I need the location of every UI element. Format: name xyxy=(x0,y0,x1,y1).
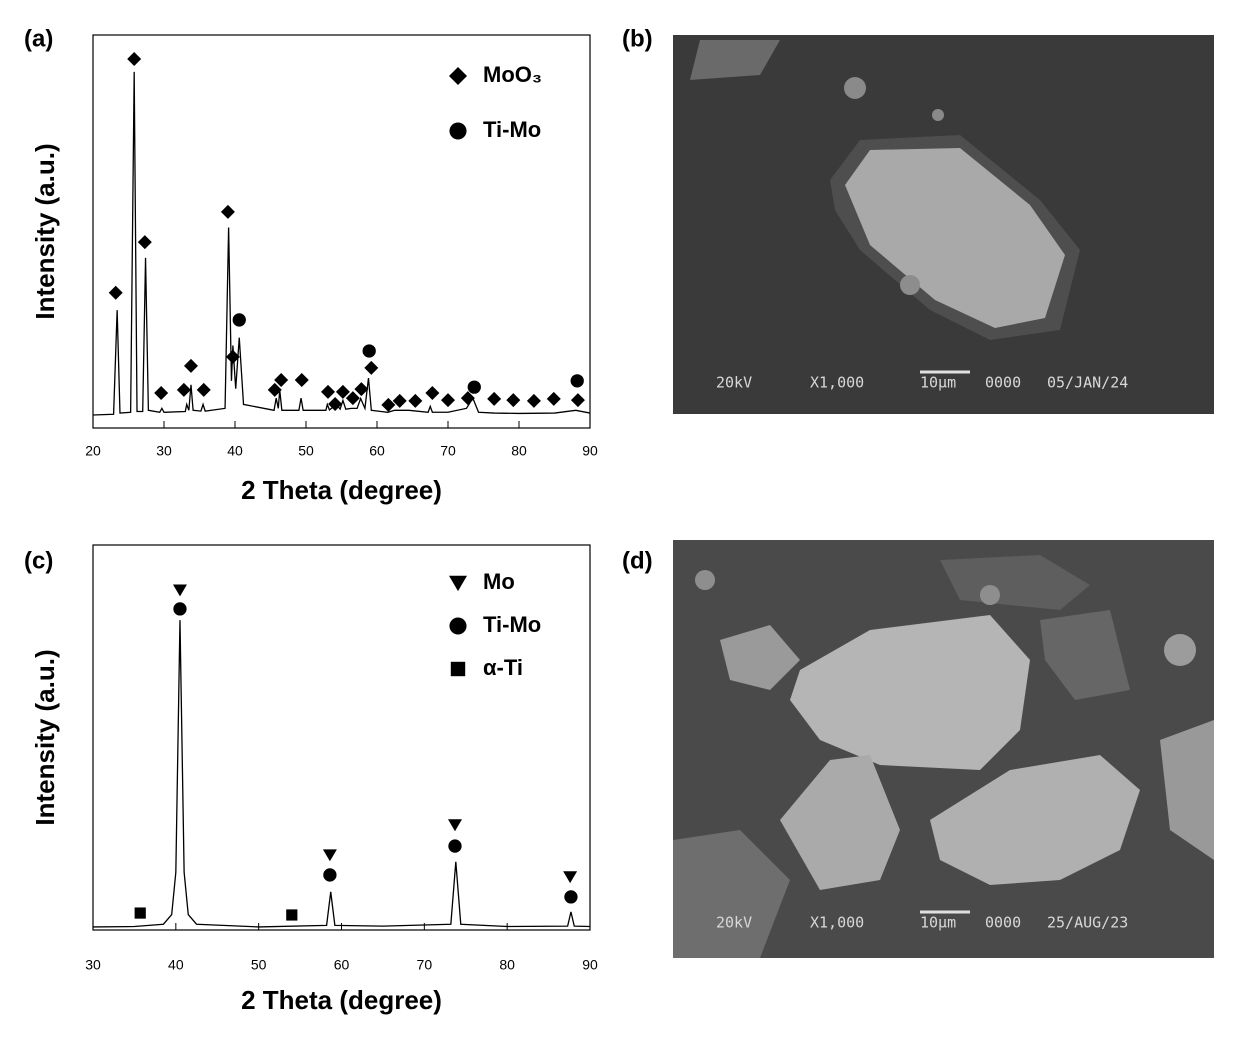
x-axis-title: 2 Theta (degree) xyxy=(241,475,442,505)
marker xyxy=(172,584,187,597)
x-tick-label: 60 xyxy=(334,957,350,973)
legend-label: Ti-Mo xyxy=(483,117,541,142)
marker xyxy=(570,374,584,388)
legend-label: MoO₃ xyxy=(483,62,542,87)
marker xyxy=(408,393,423,408)
sem-magnification: X1,000 xyxy=(810,914,864,932)
marker xyxy=(108,285,123,300)
marker xyxy=(447,819,462,832)
sem-date: 05/JAN/24 xyxy=(1047,374,1128,392)
marker xyxy=(225,349,240,364)
x-axis-title: 2 Theta (degree) xyxy=(241,985,442,1015)
marker xyxy=(176,382,191,397)
marker xyxy=(441,393,455,408)
sem-scale: 10μm xyxy=(920,914,956,932)
marker xyxy=(294,373,309,388)
plot-frame xyxy=(92,34,591,429)
x-tick-label: 40 xyxy=(227,443,243,459)
x-tick-label: 70 xyxy=(440,443,456,459)
xrd-curve xyxy=(92,620,591,928)
panel-label: (c) xyxy=(24,547,53,574)
marker xyxy=(392,393,407,408)
x-tick-label: 80 xyxy=(511,443,527,459)
legend-symbol xyxy=(449,122,467,140)
marker xyxy=(364,360,379,375)
marker xyxy=(321,384,336,399)
marker xyxy=(154,386,169,401)
marker xyxy=(460,391,475,406)
x-tick-label: 30 xyxy=(156,443,172,459)
marker xyxy=(467,380,481,394)
marker xyxy=(487,391,502,406)
sem-image: 20kV X1,000 10μm 0000 25/AUG/23 xyxy=(673,540,1214,958)
marker xyxy=(127,51,142,66)
x-tick-label: 50 xyxy=(251,957,267,973)
x-tick-label: 20 xyxy=(85,443,101,459)
x-tick-label: 30 xyxy=(85,957,101,973)
marker xyxy=(323,868,337,882)
plot-frame xyxy=(92,544,591,931)
marker xyxy=(232,313,246,327)
legend-label: Mo xyxy=(483,569,515,594)
marker xyxy=(335,384,350,399)
marker xyxy=(563,871,578,884)
x-tick-label: 70 xyxy=(417,957,433,973)
x-tick-label: 50 xyxy=(298,443,314,459)
marker xyxy=(173,602,187,616)
sem-id: 0000 xyxy=(985,914,1021,932)
marker xyxy=(546,391,561,406)
legend-symbol xyxy=(449,575,467,592)
y-axis-title: Intensity (a.u.) xyxy=(30,143,60,319)
marker xyxy=(328,397,343,412)
xrd-curve xyxy=(92,71,591,416)
marker xyxy=(526,393,541,408)
marker xyxy=(137,235,152,250)
legend-symbol xyxy=(449,617,467,635)
marker xyxy=(286,909,298,921)
marker xyxy=(564,890,578,904)
panel-label: (d) xyxy=(622,547,653,574)
legend-symbol xyxy=(449,67,467,85)
legend-label: α-Ti xyxy=(483,655,523,680)
sem-scale: 10μm xyxy=(920,374,956,392)
marker xyxy=(220,204,235,219)
x-tick-label: 40 xyxy=(168,957,184,973)
marker xyxy=(570,393,585,408)
marker xyxy=(506,393,521,408)
marker xyxy=(345,391,360,406)
marker xyxy=(134,907,146,919)
panel-label: (b) xyxy=(622,25,653,52)
sem-image: 20kV X1,000 10μm 0000 05/JAN/24 xyxy=(673,35,1214,414)
panel-label: (a) xyxy=(24,25,53,52)
marker xyxy=(183,358,198,373)
marker xyxy=(425,386,440,401)
marker xyxy=(448,839,462,853)
sem-date: 25/AUG/23 xyxy=(1047,914,1128,932)
sem-id: 0000 xyxy=(985,374,1021,392)
x-tick-label: 90 xyxy=(582,957,598,973)
x-tick-label: 90 xyxy=(582,443,598,459)
sem-magnification: X1,000 xyxy=(810,374,864,392)
marker xyxy=(267,382,282,397)
marker xyxy=(274,373,289,388)
marker xyxy=(354,382,369,397)
marker xyxy=(196,382,211,397)
x-tick-label: 60 xyxy=(369,443,385,459)
sem-voltage: 20kV xyxy=(716,914,752,932)
marker xyxy=(362,344,376,358)
marker xyxy=(322,849,337,862)
sem-voltage: 20kV xyxy=(716,374,752,392)
legend-symbol xyxy=(450,661,466,677)
x-tick-label: 80 xyxy=(499,957,515,973)
y-axis-title: Intensity (a.u.) xyxy=(30,649,60,825)
marker xyxy=(381,397,396,412)
legend-label: Ti-Mo xyxy=(483,612,541,637)
